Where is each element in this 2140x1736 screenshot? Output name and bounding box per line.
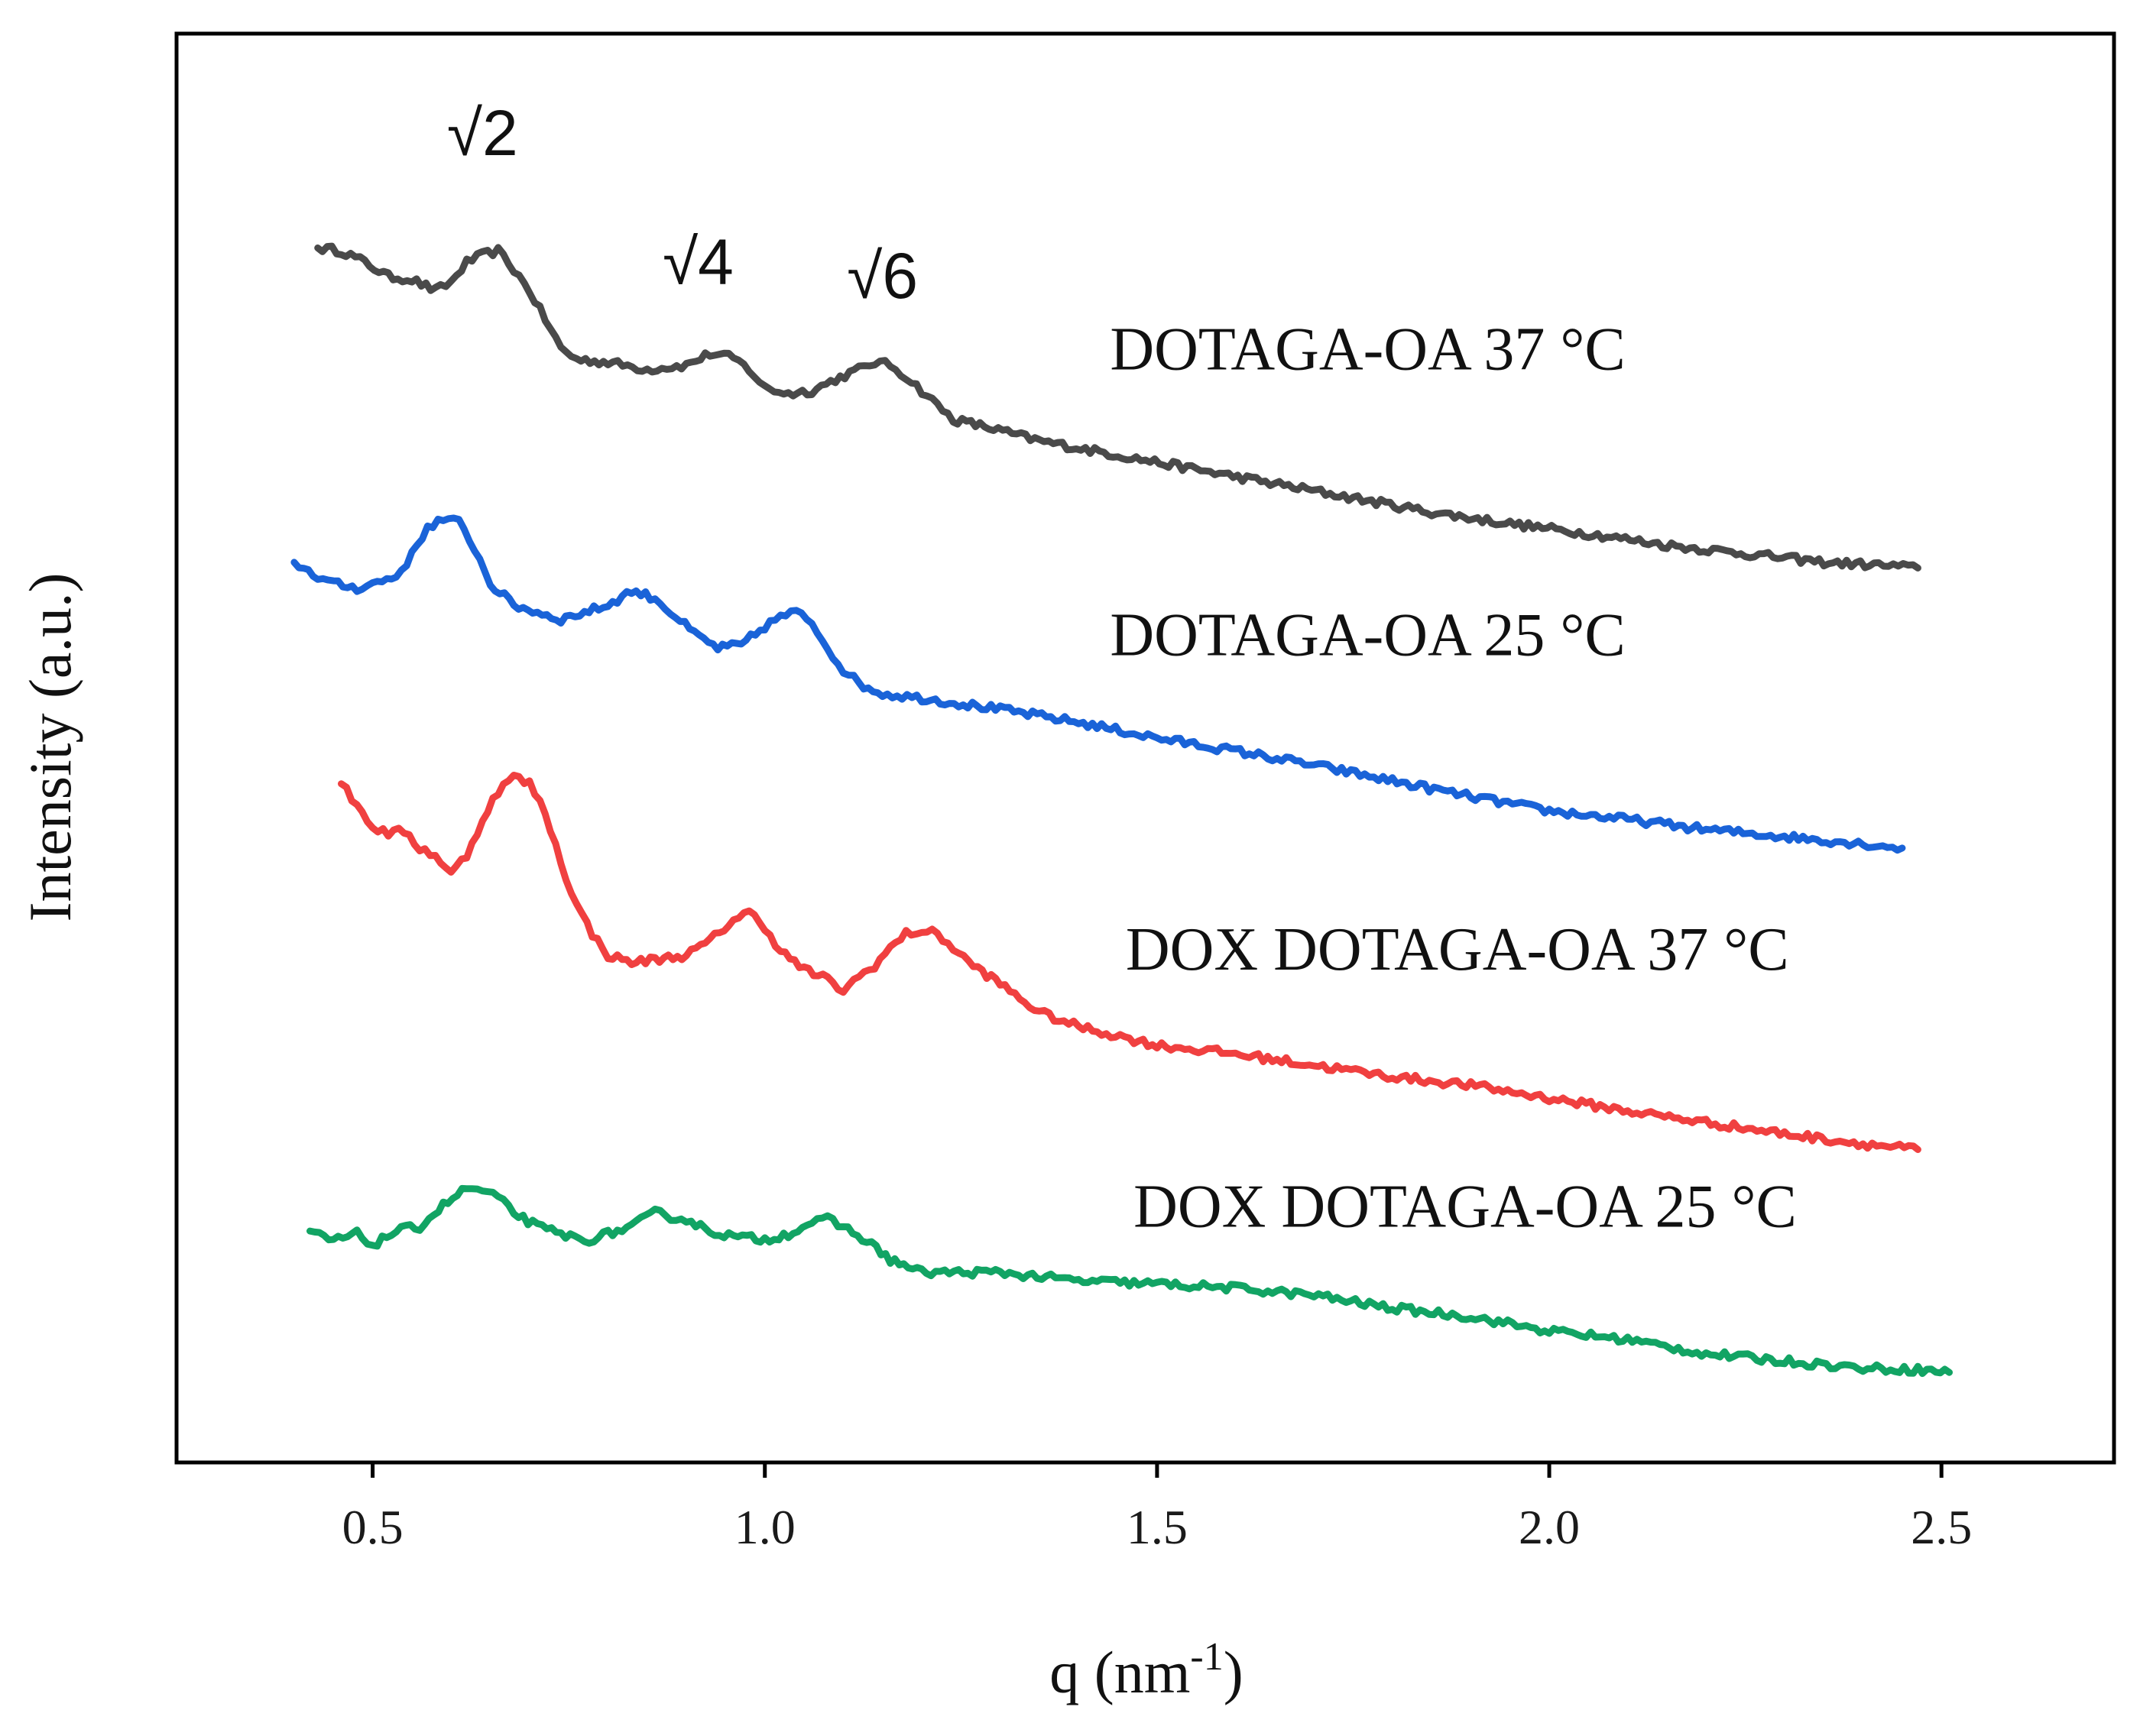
series-line-dotaga-oa-37-c xyxy=(314,242,1921,572)
x-tick-label: 0.5 xyxy=(342,1500,404,1554)
x-axis-title-close: ) xyxy=(1224,1639,1243,1705)
series-line-dox-dotaga-oa-37-c xyxy=(338,772,1921,1153)
series-line-dox-dotaga-oa-25-c xyxy=(306,1184,1953,1378)
x-tick-label: 1.5 xyxy=(1127,1500,1188,1554)
peak-annotation-2: √4 xyxy=(663,225,734,297)
x-tick-label: 2.0 xyxy=(1519,1500,1580,1554)
series-label-dox-dotaga-oa-37-c: DOX DOTAGA-OA 37 °C xyxy=(1126,916,1789,983)
y-axis-title: Intensity (a.u.) xyxy=(17,572,83,921)
peak-annotation-3: √6 xyxy=(847,240,918,312)
series-line-dotaga-oa-25-c xyxy=(290,514,1906,854)
x-tick-label: 2.5 xyxy=(1911,1500,1972,1554)
series-label-dotaga-oa-37-c: DOTAGA-OA 37 °C xyxy=(1110,316,1625,383)
x-axis-title: q (nm-1) xyxy=(1049,1635,1243,1705)
series-layer xyxy=(290,242,1953,1378)
x-axis-title-superscript: -1 xyxy=(1190,1635,1223,1679)
x-tick-label: 1.0 xyxy=(734,1500,796,1554)
peak-annotation-1: √2 xyxy=(447,97,518,169)
series-label-dox-dotaga-oa-25-c: DOX DOTAGA-OA 25 °C xyxy=(1133,1173,1797,1240)
series-labels: DOTAGA-OA 37 °C DOTAGA-OA 25 °C DOX DOTAGA… xyxy=(1110,316,1797,1240)
plot-frame xyxy=(174,31,2116,1465)
x-axis-ticks: 0.5 1.0 1.5 2.0 2.5 xyxy=(342,1462,1972,1554)
peak-annotations: √2 √4 √6 xyxy=(447,97,918,312)
series-label-dotaga-oa-25-c: DOTAGA-OA 25 °C xyxy=(1110,601,1625,669)
